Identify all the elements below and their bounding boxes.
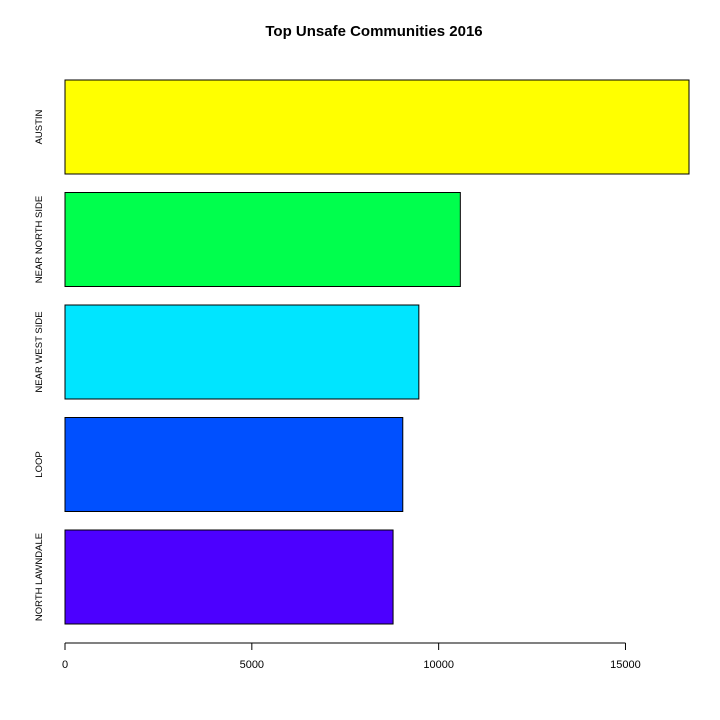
bar-loop — [64, 417, 404, 512]
category-labels: AUSTIN NEAR NORTH SIDE NEAR WEST SIDE LOOP N… — [34, 109, 45, 621]
category-label-near-west-side: NEAR WEST SIDE — [34, 311, 45, 392]
x-tick-label-15000: 15000 — [610, 659, 641, 671]
bar-near-west-side — [64, 304, 420, 400]
bars-group — [64, 79, 690, 625]
chart-title: Top Unsafe Communities 2016 — [265, 23, 482, 40]
x-axis: 0 5000 10000 15000 — [62, 642, 641, 671]
category-label-austin: AUSTIN — [34, 109, 45, 144]
category-label-near-north-side: NEAR NORTH SIDE — [34, 196, 45, 283]
category-label-north-lawndale: NORTH LAWNDALE — [34, 533, 45, 621]
x-tick-label-10000: 10000 — [423, 659, 454, 671]
bar-austin — [64, 79, 690, 175]
x-tick-label-0: 0 — [62, 659, 68, 671]
category-label-loop: LOOP — [34, 451, 45, 477]
x-tick-label-5000: 5000 — [240, 659, 264, 671]
bar-near-north-side — [64, 192, 461, 287]
bar-north-lawndale — [64, 529, 394, 625]
